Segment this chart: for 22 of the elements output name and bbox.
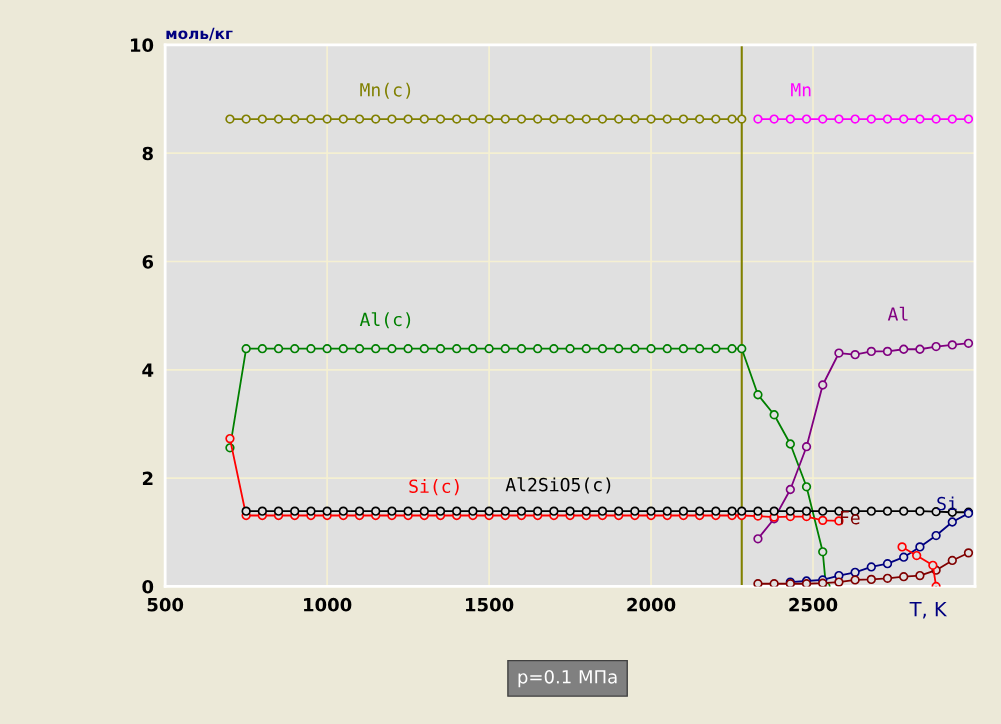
y-tick-label: 8 [142, 146, 153, 161]
x-tick-label: 2500 [789, 597, 838, 612]
series-label: Si(c) [409, 479, 459, 496]
y-axis-title: моль/кг [166, 27, 233, 41]
x-tick-label: 1000 [304, 597, 352, 612]
y-tick-label: 2 [142, 471, 153, 485]
series-label: Si [937, 496, 957, 511]
y-tick-label: 6 [142, 254, 154, 269]
x-tick-label: 1500 [466, 597, 514, 612]
series-label: Al [887, 306, 908, 321]
x-tick-label: 500 [147, 597, 184, 612]
text: p=0.1 МПа [518, 669, 617, 688]
series-label: Al2SiO5(c) [505, 477, 611, 494]
x-tick-label: 2000 [627, 597, 676, 612]
text: Fe [840, 511, 860, 525]
y-tick-label: 0 [142, 579, 154, 594]
y-tick-label: 4 [142, 363, 154, 377]
series-label: Al(c) [359, 312, 411, 329]
x-axis-title: T, K [909, 602, 948, 619]
series-label: Mn [791, 83, 811, 97]
y-tick-label: 10 [130, 38, 154, 52]
series-label: Mn(c) [360, 82, 411, 99]
